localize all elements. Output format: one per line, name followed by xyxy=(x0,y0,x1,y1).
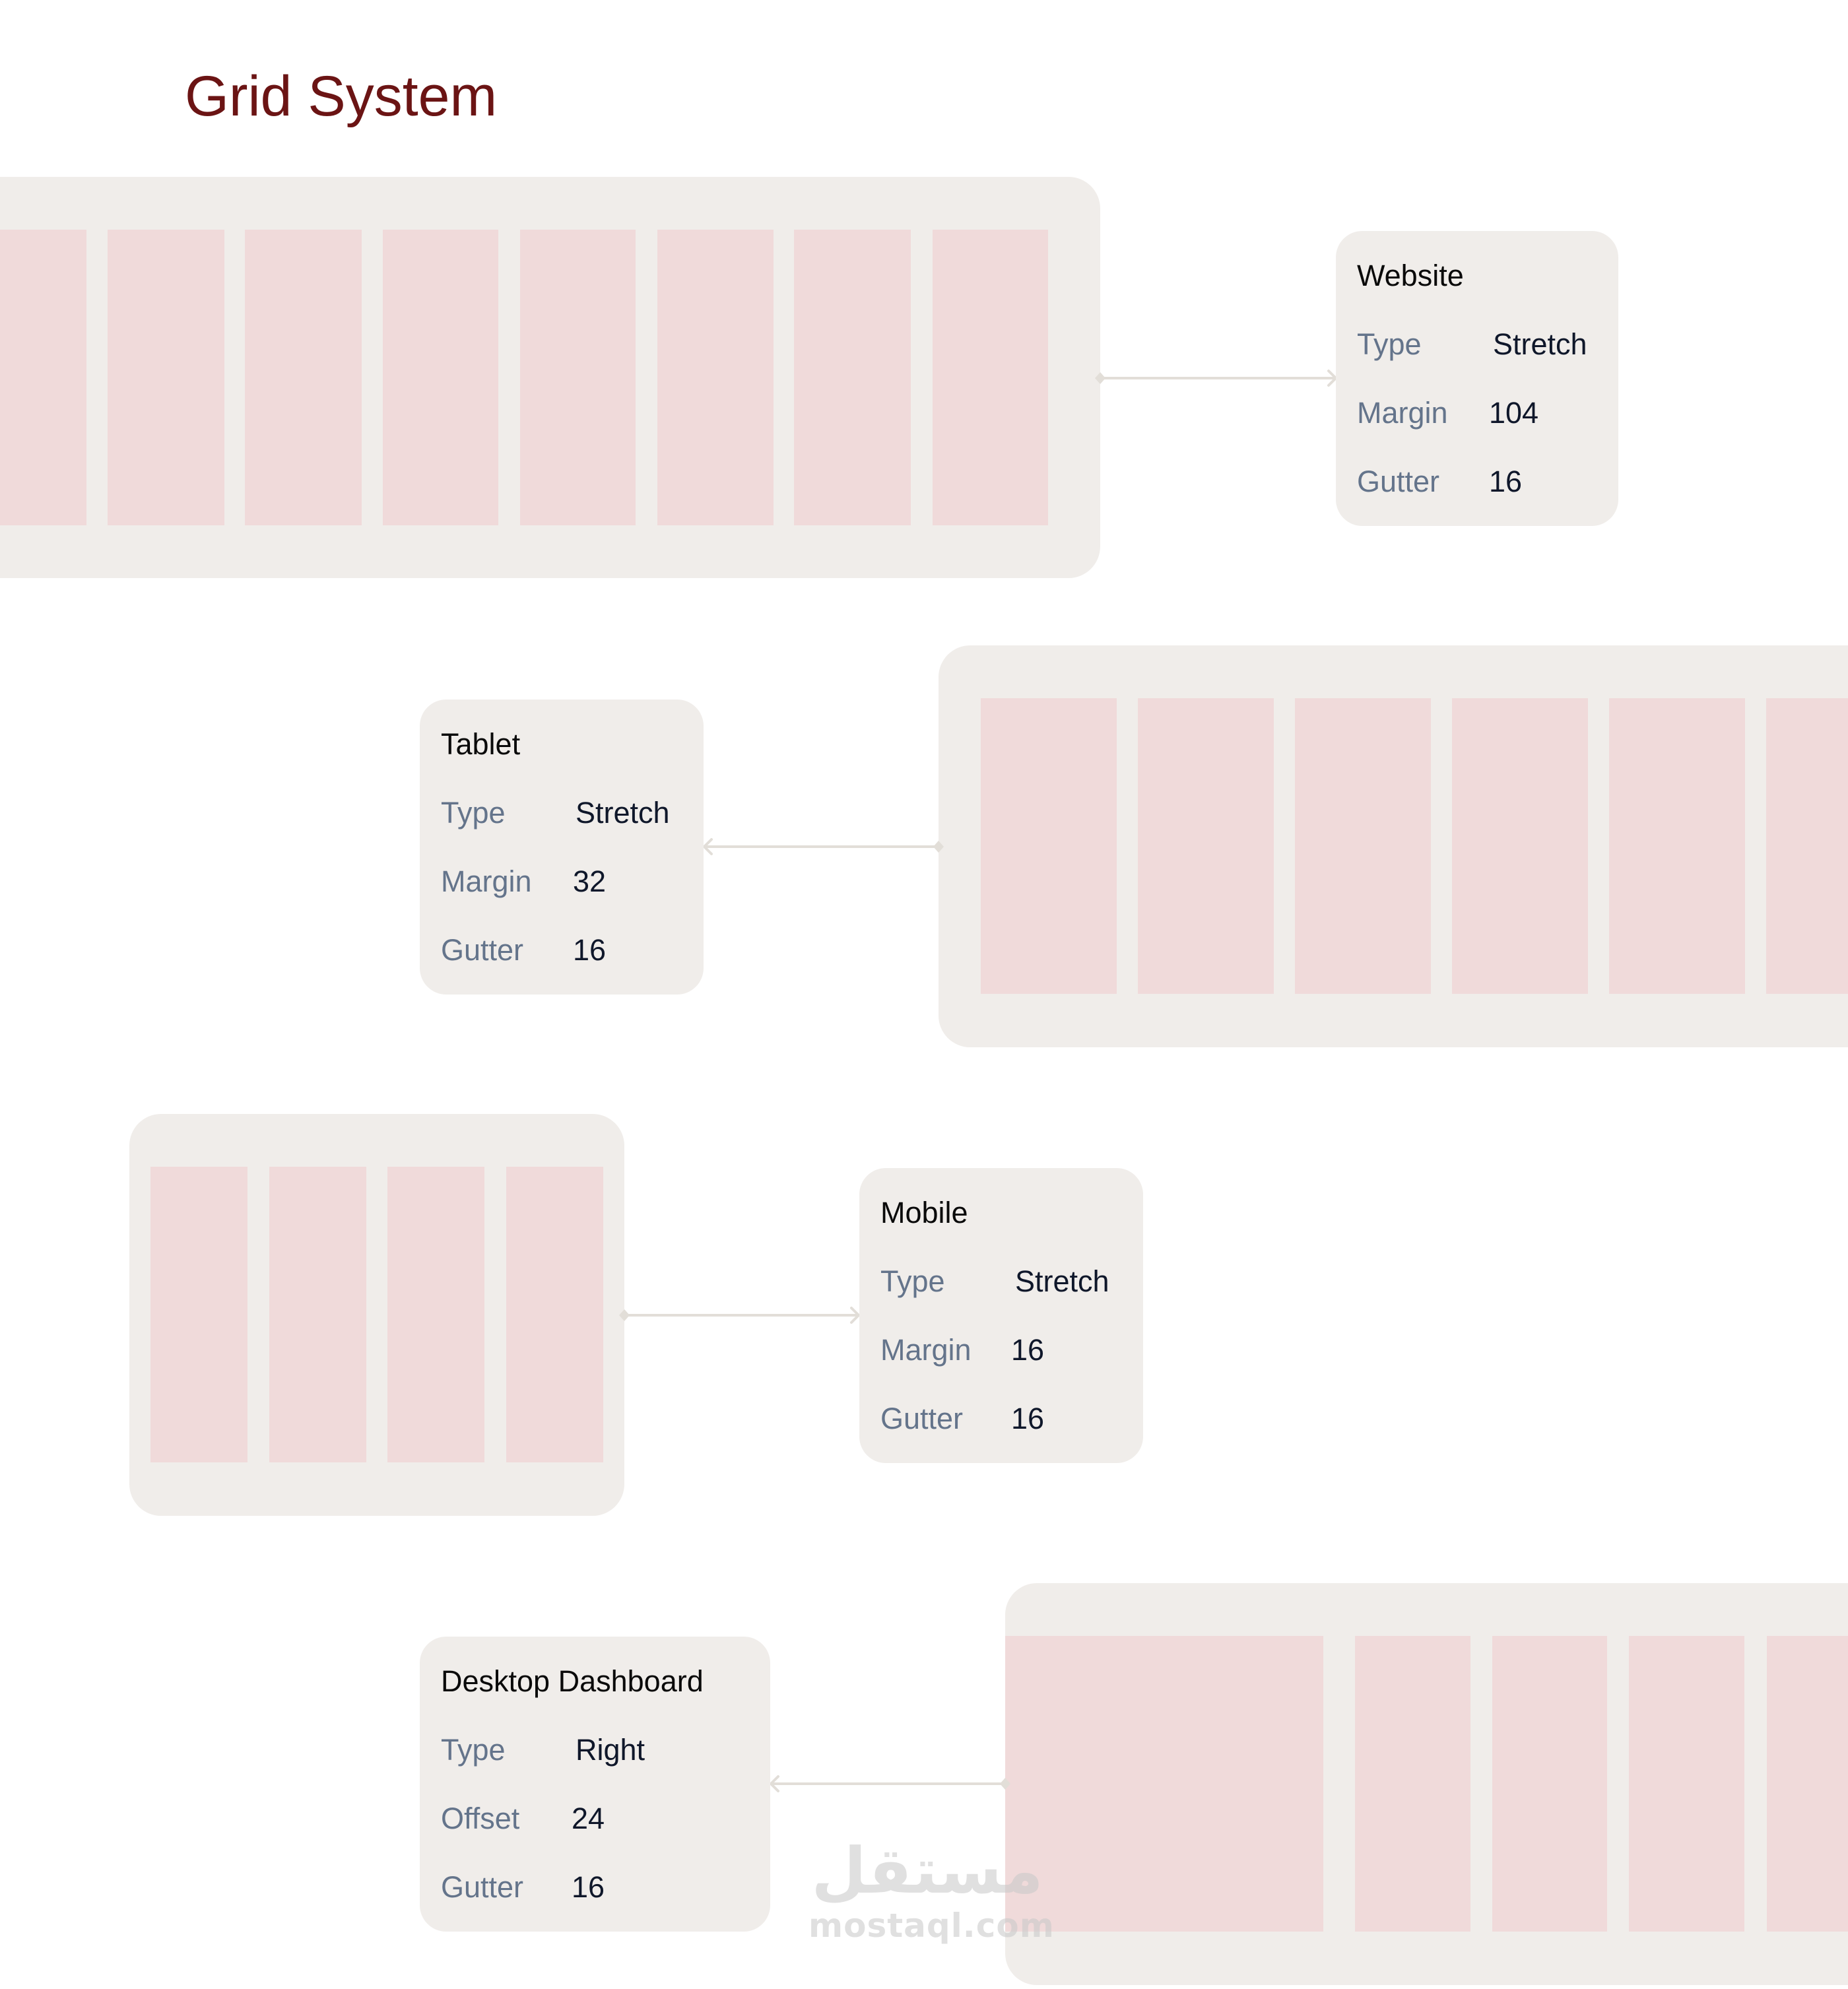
card-title: Mobile xyxy=(880,1196,968,1229)
grid-column xyxy=(657,230,774,525)
grid-column xyxy=(1452,698,1588,994)
spec-row-type: Type Stretch xyxy=(441,795,692,831)
grid-column xyxy=(0,230,86,525)
grid-column xyxy=(933,230,1048,525)
grid-column xyxy=(150,1167,248,1462)
spec-value: Stretch xyxy=(1015,1264,1109,1298)
spec-label: Margin xyxy=(880,1333,972,1367)
grid-column xyxy=(269,1167,366,1462)
grid-column xyxy=(1355,1636,1470,1932)
tablet-grid-preview xyxy=(939,645,1848,1047)
spec-value: Stretch xyxy=(576,796,670,830)
desktop-dashboard-grid-preview xyxy=(1005,1583,1848,1985)
spec-label: Gutter xyxy=(441,933,524,967)
spec-value: 16 xyxy=(572,1870,605,1904)
spec-value: 32 xyxy=(573,864,607,898)
grid-column xyxy=(981,698,1117,994)
mobile-grid-preview xyxy=(129,1114,624,1516)
desktop-dashboard-spec-card: Desktop Dashboard Type Right Offset 24 G… xyxy=(420,1637,770,1932)
grid-column xyxy=(520,230,636,525)
grid-column xyxy=(506,1167,603,1462)
grid-column xyxy=(1629,1636,1744,1932)
grid-column xyxy=(383,230,498,525)
spec-row-type: Type Right xyxy=(441,1732,744,1769)
connector-arrow-right-icon xyxy=(619,1307,860,1324)
tablet-spec-card: Tablet Type Stretch Margin 32 Gutter 16 xyxy=(420,700,704,994)
spec-row-margin: Margin 32 xyxy=(441,863,692,900)
spec-row-gutter: Gutter 16 xyxy=(880,1400,1131,1437)
grid-column xyxy=(1609,698,1745,994)
spec-row-type: Type Stretch xyxy=(1357,326,1608,363)
grid-column xyxy=(1766,698,1848,994)
grid-column-offset xyxy=(1005,1636,1323,1932)
spec-row-type: Type Stretch xyxy=(880,1263,1131,1300)
connector-arrow-right-icon xyxy=(1095,370,1337,387)
spec-value: 104 xyxy=(1489,396,1539,430)
card-title: Tablet xyxy=(441,727,521,761)
spec-row-gutter: Gutter 16 xyxy=(441,1869,744,1906)
spec-value: 16 xyxy=(1011,1402,1045,1435)
spec-value: 16 xyxy=(1489,465,1523,498)
spec-value: Right xyxy=(576,1733,645,1767)
spec-label: Type xyxy=(441,1733,506,1767)
spec-label: Offset xyxy=(441,1802,520,1835)
grid-column xyxy=(1138,698,1274,994)
grid-column xyxy=(245,230,362,525)
spec-value: 16 xyxy=(1011,1333,1045,1367)
connector-arrow-left-icon xyxy=(770,1775,1010,1792)
spec-label: Gutter xyxy=(1357,465,1440,498)
spec-row-margin: Margin 104 xyxy=(1357,395,1608,432)
spec-value: 16 xyxy=(573,933,607,967)
spec-value: Stretch xyxy=(1493,327,1587,361)
grid-column xyxy=(108,230,224,525)
spec-row-gutter: Gutter 16 xyxy=(1357,463,1608,500)
website-spec-card: Website Type Stretch Margin 104 Gutter 1… xyxy=(1336,231,1618,526)
grid-column xyxy=(1295,698,1431,994)
spec-label: Type xyxy=(880,1264,945,1298)
connector-arrow-left-icon xyxy=(703,838,944,855)
grid-column xyxy=(387,1167,484,1462)
spec-row-offset: Offset 24 xyxy=(441,1800,744,1837)
spec-label: Margin xyxy=(1357,396,1448,430)
spec-row-gutter: Gutter 16 xyxy=(441,932,692,969)
mobile-spec-card: Mobile Type Stretch Margin 16 Gutter 16 xyxy=(859,1168,1143,1463)
spec-label: Gutter xyxy=(441,1870,524,1904)
spec-label: Type xyxy=(1357,327,1422,361)
card-title: Website xyxy=(1357,259,1464,292)
grid-column xyxy=(1492,1636,1607,1932)
card-title: Desktop Dashboard xyxy=(441,1664,704,1698)
page-title: Grid System xyxy=(185,65,498,128)
spec-label: Margin xyxy=(441,864,532,898)
spec-row-margin: Margin 16 xyxy=(880,1332,1131,1369)
spec-label: Gutter xyxy=(880,1402,964,1435)
grid-column xyxy=(794,230,911,525)
spec-value: 24 xyxy=(572,1802,605,1835)
grid-column xyxy=(1767,1636,1848,1932)
website-grid-preview xyxy=(0,177,1100,578)
spec-label: Type xyxy=(441,796,506,830)
